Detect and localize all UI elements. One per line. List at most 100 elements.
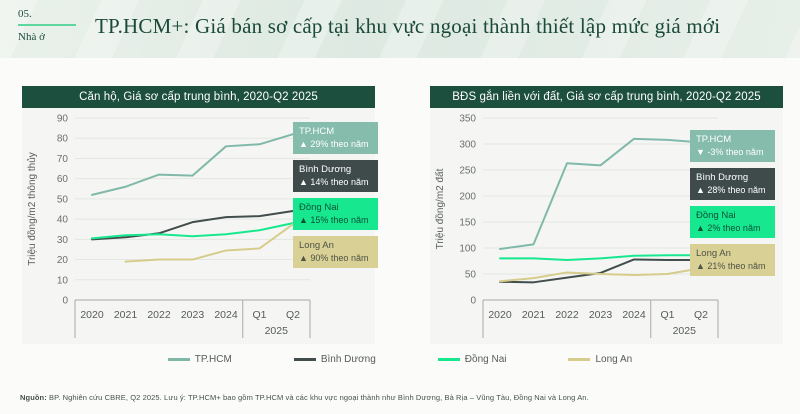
chart-title-apartment: Căn hộ, Giá sơ cấp trung bình, 2020-Q2 2… — [22, 86, 375, 108]
legend-box-long-an: Long An ▲ 21% theo năm — [690, 244, 775, 276]
legend-box--ong-nai: Đồng Nai ▲ 2% theo năm — [690, 206, 775, 238]
legend-box--ong-nai: Đồng Nai ▲ 15% theo năm — [293, 198, 378, 230]
legend-box-long-an: Long An ▲ 90% theo năm — [293, 236, 378, 268]
y-tick-label: 200 — [459, 192, 476, 203]
y-tick-label: 0 — [62, 296, 68, 307]
series-line-tp-hcm — [91, 133, 294, 196]
bottom-legend-item-tp-hcm: TP.HCM — [167, 354, 232, 365]
legend-series-name: Bình Dương — [299, 164, 352, 175]
y-tick-label: 50 — [57, 194, 69, 205]
legend-label: Đồng Nai — [464, 354, 507, 365]
x-tick-label: Q2 — [286, 309, 300, 321]
y-axis-title: Triệu đồng/m2 đất — [434, 168, 446, 249]
legend-series-name: Long An — [696, 248, 731, 259]
legend-series-name: TP.HCM — [299, 126, 335, 137]
slide-number: 05. — [18, 8, 32, 20]
slide-section-label: Nhà ở — [18, 31, 45, 43]
x-tick-label: 2024 — [214, 309, 238, 321]
legend-label: TP.HCM — [194, 354, 232, 365]
legend-line-swatch — [167, 358, 190, 361]
y-axis-title: Triệu đồng/m2 thông thủy — [26, 152, 38, 266]
bottom-legend-item--ong-nai: Đồng Nai — [437, 354, 507, 365]
x-tick-label: Q1 — [252, 309, 266, 321]
legend-label: Bình Dương — [320, 354, 376, 365]
legend-line-swatch — [293, 358, 316, 361]
legend-box-binh-duong: Bình Dương ▲ 28% theo năm — [690, 168, 775, 200]
y-tick-label: 0 — [470, 296, 476, 307]
legend-yoy-annotation: ▲ 21% theo năm — [696, 260, 766, 271]
series-line-binh-duong — [499, 258, 702, 284]
x-tick-label: Q1 — [660, 309, 674, 321]
x-tick-label: 2024 — [622, 309, 646, 321]
x-tick-label: 2023 — [181, 309, 205, 321]
series-line-long-an — [124, 223, 294, 263]
legend-yoy-annotation: ▲ 28% theo năm — [696, 184, 766, 195]
legend-yoy-annotation: ▲ 29% theo năm — [299, 138, 369, 149]
legend-label: Long An — [595, 354, 633, 365]
x-group-label: 2025 — [673, 325, 697, 337]
kicker-underline — [18, 24, 76, 26]
legend-series-name: Đồng Nai — [299, 202, 339, 213]
y-tick-label: 150 — [459, 218, 476, 229]
legend-box-tp-hcm: TP.HCM ▲ 29% theo năm — [293, 122, 378, 154]
y-tick-label: 90 — [57, 114, 69, 125]
bottom-legend: TP.HCM Bình Dương Đồng Nai Long An — [0, 354, 800, 365]
x-tick-label: 2022 — [555, 309, 579, 321]
bottom-legend-item-long-an: Long An — [568, 354, 632, 365]
legend-line-swatch — [568, 358, 591, 361]
x-tick-label: 2020 — [488, 309, 512, 321]
header-band: 05. Nhà ở TP.HCM+: Giá bán sơ cấp tại kh… — [0, 0, 800, 58]
legend-box-binh-duong: Bình Dương ▲ 14% theo năm — [293, 160, 378, 192]
y-tick-label: 100 — [459, 244, 476, 255]
chart-title-landed: BĐS gắn liền với đất, Giá sơ cấp trung b… — [430, 86, 783, 108]
footer-source-label: Nguồn: — [20, 393, 47, 402]
series-line-long-an — [499, 267, 702, 283]
legend-series-name: Bình Dương — [696, 172, 749, 183]
y-tick-label: 30 — [57, 235, 69, 246]
series-line-binh-duong — [91, 210, 294, 241]
chart-panel-landed: BĐS gắn liền với đất, Giá sơ cấp trung b… — [430, 86, 783, 344]
x-group-label: 2025 — [265, 325, 289, 337]
bottom-legend-item-binh-duong: Bình Dương — [293, 354, 376, 365]
y-tick-label: 350 — [459, 114, 476, 125]
legend-yoy-annotation: ▲ 14% theo năm — [299, 176, 369, 187]
charts-row: Căn hộ, Giá sơ cấp trung bình, 2020-Q2 2… — [0, 86, 800, 346]
y-tick-label: 300 — [459, 140, 476, 151]
x-tick-label: Q2 — [694, 309, 708, 321]
slide-kicker: 05. Nhà ở — [18, 8, 76, 43]
x-tick-label: 2022 — [147, 309, 171, 321]
footer-source-text: BP. Nghiên cứu CBRE, Q2 2025. Lưu ý: TP.… — [46, 393, 589, 402]
landed-price-chart: 0 50 100 150 200 250 300 350 Triệu đồng/m2 đất 20… — [434, 114, 719, 338]
series-line--ong-nai — [499, 254, 702, 261]
x-tick-label: 2020 — [80, 309, 104, 321]
legend-yoy-annotation: ▲ 15% theo năm — [299, 214, 369, 225]
chart-panel-apartment: Căn hộ, Giá sơ cấp trung bình, 2020-Q2 2… — [22, 86, 378, 344]
legend-yoy-annotation: ▼ -3% theo năm — [696, 146, 764, 157]
chart-body-apartment: 0 10 20 30 40 50 60 70 80 90 Triệu đồng/m2 thông t… — [22, 108, 378, 344]
y-tick-label: 70 — [57, 154, 69, 165]
y-tick-label: 20 — [57, 255, 69, 266]
series-line--ong-nai — [91, 222, 294, 240]
series-line-tp-hcm — [499, 137, 702, 251]
chart-body-landed: 0 50 100 150 200 250 300 350 Triệu đồng/m2 đất 20… — [430, 108, 783, 344]
footer-note: Nguồn: BP. Nghiên cứu CBRE, Q2 2025. Lưu… — [20, 393, 790, 402]
x-tick-label: 2021 — [114, 309, 138, 321]
legend-line-swatch — [437, 358, 460, 361]
y-tick-label: 250 — [459, 166, 476, 177]
y-tick-label: 50 — [465, 270, 477, 281]
y-tick-label: 40 — [57, 215, 69, 226]
legend-series-name: Long An — [299, 240, 334, 251]
y-tick-label: 60 — [57, 174, 69, 185]
legend-box-tp-hcm: TP.HCM ▼ -3% theo năm — [690, 130, 775, 162]
y-tick-label: 80 — [57, 134, 69, 145]
y-tick-label: 10 — [57, 275, 69, 286]
x-tick-label: 2021 — [522, 309, 546, 321]
page-title: TP.HCM+: Giá bán sơ cấp tại khu vực ngoạ… — [95, 14, 721, 38]
legend-yoy-annotation: ▲ 90% theo năm — [299, 252, 369, 263]
legend-yoy-annotation: ▲ 2% theo năm — [696, 222, 761, 233]
x-tick-label: 2023 — [589, 309, 613, 321]
legend-series-name: Đồng Nai — [696, 210, 736, 221]
apartment-price-chart: 0 10 20 30 40 50 60 70 80 90 Triệu đồng/m2 thông t… — [26, 114, 311, 338]
legend-series-name: TP.HCM — [696, 134, 732, 145]
